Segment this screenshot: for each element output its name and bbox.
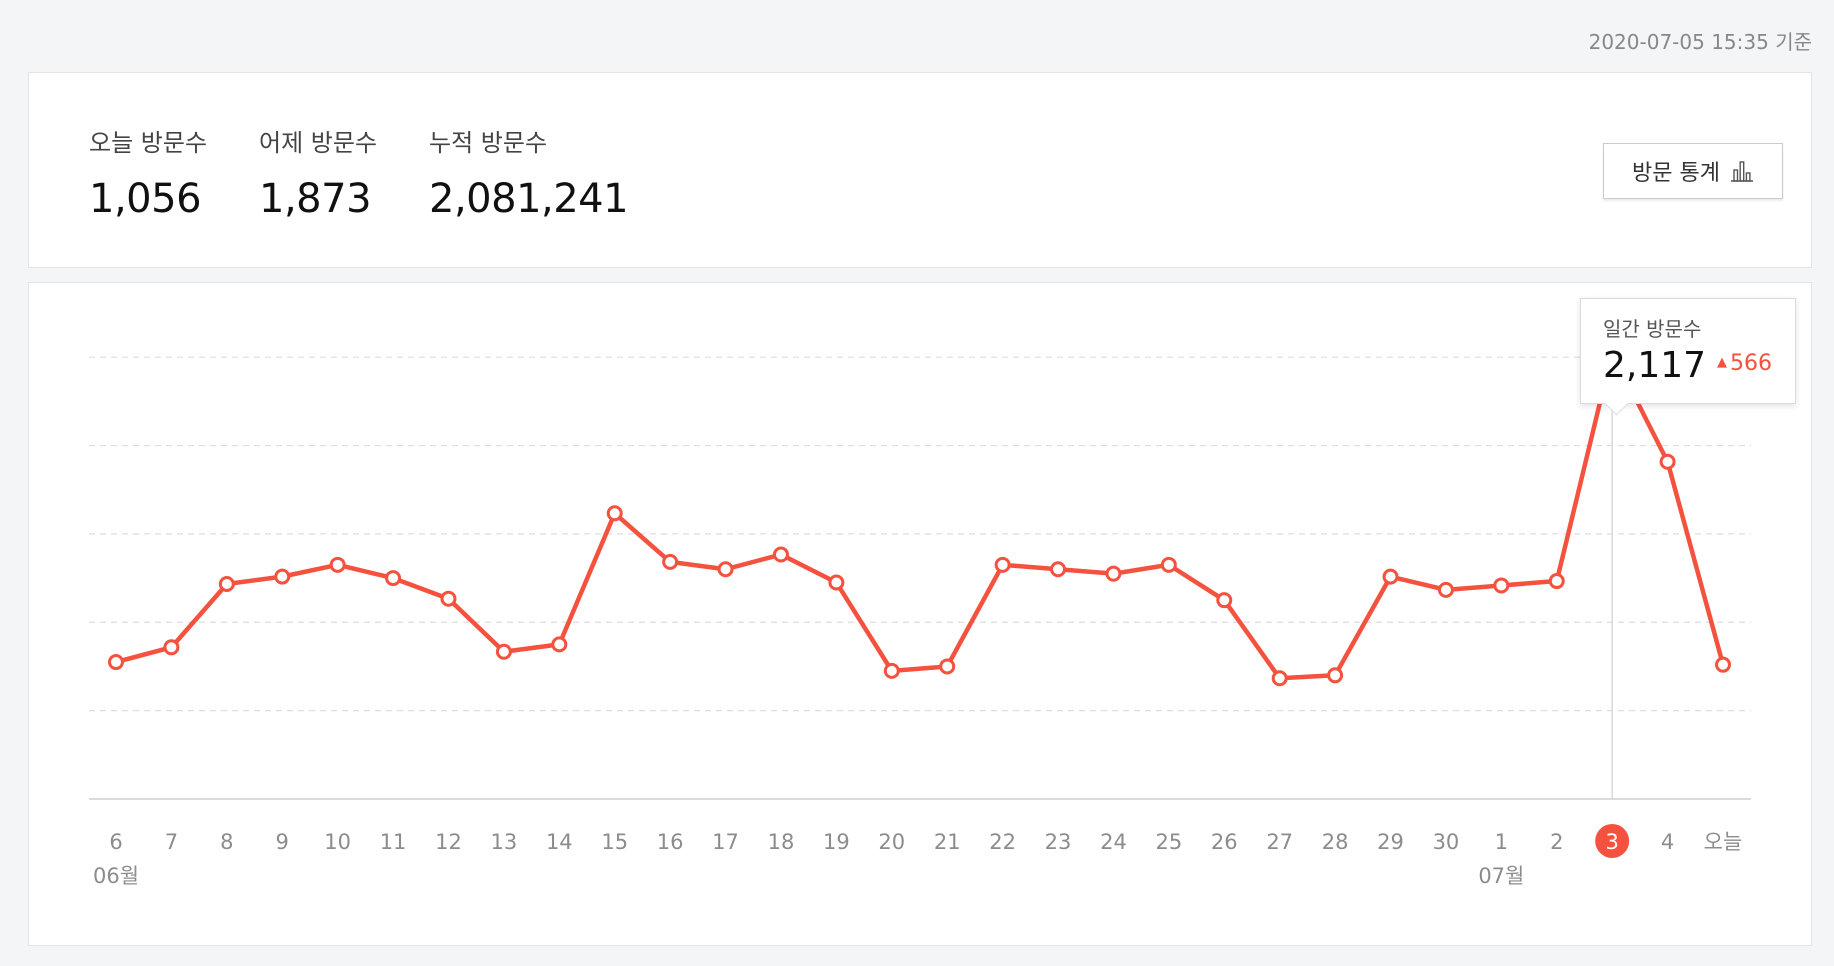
x-tick-label: 23 bbox=[1045, 830, 1072, 854]
data-point bbox=[1271, 670, 1288, 687]
x-tick-label: 8 bbox=[220, 830, 233, 854]
data-point bbox=[1105, 565, 1122, 582]
yesterday-visits-label: 어제 방문수 bbox=[259, 129, 378, 157]
x-tick-label: 20 bbox=[878, 830, 905, 854]
summary-card: 오늘 방문수 1,056 어제 방문수 1,873 누적 방문수 2,081,2… bbox=[28, 72, 1812, 268]
x-tick-label: 13 bbox=[491, 830, 518, 854]
x-tick-label: 11 bbox=[380, 830, 407, 854]
x-tick-label: 28 bbox=[1322, 830, 1349, 854]
visit-stats-button-label: 방문 통계 bbox=[1632, 161, 1720, 186]
data-point bbox=[163, 639, 180, 656]
data-point bbox=[108, 654, 124, 671]
data-point bbox=[551, 636, 568, 653]
month-label: 06월 bbox=[93, 864, 139, 888]
data-point bbox=[772, 546, 789, 563]
x-tick-label: 10 bbox=[324, 830, 351, 854]
x-tick-label: 22 bbox=[989, 830, 1016, 854]
today-visits-label: 오늘 방문수 bbox=[89, 129, 208, 157]
x-tick-label: 9 bbox=[276, 830, 289, 854]
selected-day-marker bbox=[1595, 824, 1630, 858]
x-tick-label: 4 bbox=[1661, 830, 1674, 854]
data-point bbox=[883, 662, 900, 679]
data-point bbox=[329, 556, 346, 573]
data-point bbox=[1382, 568, 1399, 585]
data-point bbox=[274, 568, 291, 585]
data-point bbox=[218, 575, 235, 592]
month-label: 07월 bbox=[1478, 864, 1524, 888]
data-point bbox=[1548, 573, 1565, 590]
x-tick-label: 14 bbox=[546, 830, 573, 854]
x-tick-label: 30 bbox=[1433, 830, 1460, 854]
x-tick-label: 3 bbox=[1605, 830, 1618, 854]
x-tick-label: 1 bbox=[1495, 830, 1508, 854]
bar-chart-icon bbox=[1730, 160, 1754, 182]
series-line bbox=[113, 349, 1726, 681]
daily-visits-tooltip: 일간 방문수 2,117 ▲ 566 bbox=[1580, 298, 1796, 404]
x-tick-label: 15 bbox=[601, 830, 628, 854]
data-point bbox=[828, 574, 845, 591]
x-tick-label: 26 bbox=[1211, 830, 1238, 854]
tooltip-delta-value: 566 bbox=[1730, 351, 1772, 376]
x-tick-label: 25 bbox=[1155, 830, 1182, 854]
data-point bbox=[717, 561, 734, 578]
x-tick-label: 12 bbox=[435, 830, 462, 854]
tooltip-delta: ▲ 566 bbox=[1717, 351, 1772, 376]
total-visits-label: 누적 방문수 bbox=[429, 129, 548, 157]
timestamp: 2020-07-05 15:35 기준 bbox=[1588, 30, 1812, 54]
data-point bbox=[1715, 656, 1731, 673]
visit-stats-button[interactable]: 방문 통계 bbox=[1603, 143, 1783, 199]
triangle-up-icon: ▲ bbox=[1717, 355, 1727, 370]
data-point bbox=[1659, 453, 1676, 470]
data-point bbox=[994, 556, 1011, 573]
data-point bbox=[606, 505, 623, 522]
data-point bbox=[1160, 556, 1177, 573]
yesterday-visits-value: 1,873 bbox=[259, 176, 372, 222]
x-tick-label: 21 bbox=[934, 830, 961, 854]
tooltip-label: 일간 방문수 bbox=[1603, 317, 1702, 341]
x-tick-label: 24 bbox=[1100, 830, 1127, 854]
x-tick-label: 19 bbox=[823, 830, 850, 854]
data-point bbox=[1216, 592, 1233, 609]
data-point bbox=[440, 590, 457, 607]
x-tick-label: 오늘 bbox=[1704, 830, 1743, 854]
data-point bbox=[1437, 581, 1454, 598]
today-visits-value: 1,056 bbox=[89, 176, 202, 222]
data-point bbox=[385, 570, 402, 587]
yesterday-visits: 어제 방문수 1,873 bbox=[259, 123, 377, 222]
data-point bbox=[1327, 667, 1344, 684]
x-tick-label: 29 bbox=[1377, 830, 1404, 854]
x-tick-label: 18 bbox=[768, 830, 795, 854]
x-tick-label: 6 bbox=[109, 830, 122, 854]
today-visits: 오늘 방문수 1,056 bbox=[89, 123, 207, 222]
total-visits: 누적 방문수 2,081,241 bbox=[429, 123, 629, 222]
tooltip-value: 2,117 bbox=[1603, 345, 1707, 386]
x-tick-label: 17 bbox=[712, 830, 739, 854]
data-point bbox=[1493, 577, 1510, 594]
visits-line-chart: 6 7 8 9 10 11 12 13 14 15 16 17 18 19 20 21 22 23 24 25 26 27… bbox=[89, 343, 1751, 888]
x-tick-label: 16 bbox=[657, 830, 684, 854]
x-tick-label: 2 bbox=[1550, 830, 1563, 854]
data-point bbox=[495, 643, 512, 660]
data-point bbox=[939, 658, 956, 675]
total-visits-value: 2,081,241 bbox=[429, 176, 629, 222]
data-point bbox=[1050, 561, 1067, 578]
x-tick-label: 27 bbox=[1266, 830, 1293, 854]
data-point bbox=[662, 553, 679, 570]
x-tick-label: 7 bbox=[165, 830, 178, 854]
chart-card: 6 7 8 9 10 11 12 13 14 15 16 17 18 19 20 21 22 23 24 25 26 27… bbox=[28, 282, 1812, 946]
